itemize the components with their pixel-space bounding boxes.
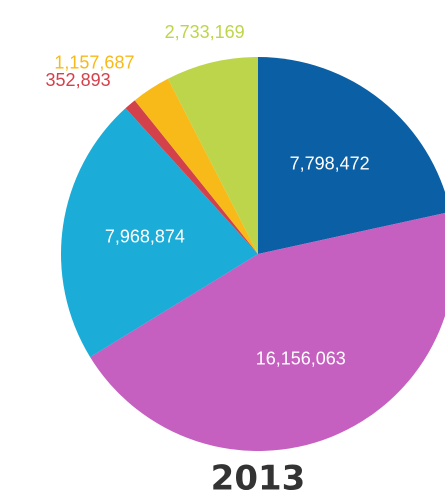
data-label: 7,968,874 — [105, 227, 185, 247]
pie-slice — [125, 100, 258, 255]
pie-slice — [61, 108, 259, 358]
pie-slice — [167, 57, 258, 254]
data-label: 7,798,472 — [290, 154, 370, 174]
data-label: 2,733,169 — [165, 22, 245, 42]
data-label: 352,893 — [46, 70, 111, 90]
chart-title: 2013 — [211, 459, 306, 499]
pie-slice — [90, 212, 445, 451]
pie-slice — [134, 78, 258, 254]
data-label: 16,156,063 — [256, 349, 346, 369]
data-label: 1,157,687 — [54, 52, 134, 72]
pie-slice — [258, 57, 445, 254]
